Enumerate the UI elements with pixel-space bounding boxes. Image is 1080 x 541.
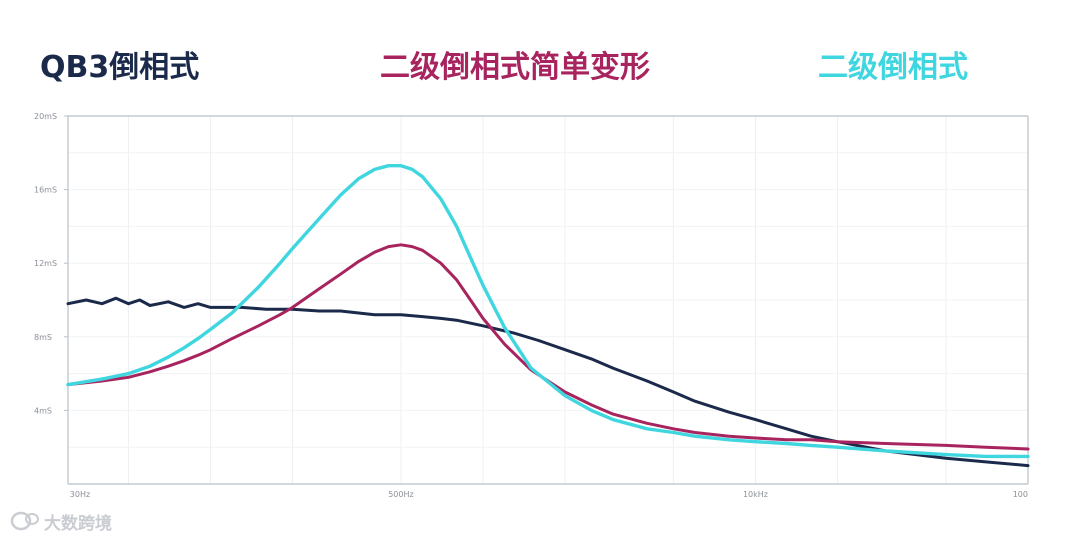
- watermark-text: 大数跨境: [44, 513, 112, 534]
- x-tick-label-3: 100: [1013, 490, 1028, 499]
- axes: [67, 115, 1029, 485]
- series-line-0: [66, 296, 1030, 468]
- grid: [68, 116, 1028, 484]
- x-tick-label-2: 10kHz: [743, 490, 768, 499]
- watermark: 大数跨境: [10, 508, 112, 534]
- legend-label-two-stage: 二级倒相式: [818, 50, 968, 85]
- y-tick-label-0: 4mS: [34, 406, 52, 415]
- legend-label-two-stage-variant: 二级倒相式简单变形: [380, 50, 650, 85]
- y-tick-label-1: 8mS: [34, 333, 52, 342]
- y-tick-label-4: 20mS: [34, 112, 57, 121]
- series-line-2: [66, 164, 1030, 459]
- y-tick-label-2: 12mS: [34, 259, 57, 268]
- series-lines: [66, 164, 1030, 468]
- chat-bubble-icon: [10, 511, 39, 531]
- x-tick-label-1: 500Hz: [388, 490, 413, 499]
- x-tick-label-0: 30Hz: [70, 490, 90, 499]
- legend-label-qb3: QB3倒相式: [40, 50, 200, 85]
- series-line-1: [66, 243, 1030, 451]
- y-tick-label-3: 16mS: [34, 186, 57, 195]
- tick-labels: 4mS 8mS 12mS 16mS 20mS 30Hz 500Hz 10kHz 100: [34, 112, 1028, 499]
